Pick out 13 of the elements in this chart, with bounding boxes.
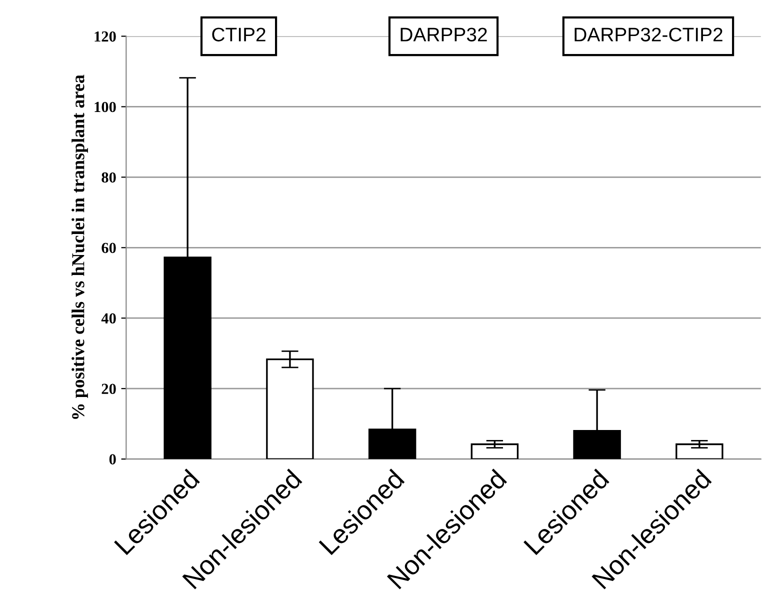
annotation: DARPP32 xyxy=(400,28,487,42)
y-axis-title: % positive cells vs hNuclei in transplant area xyxy=(72,74,88,419)
y-tick-label: 40 xyxy=(101,313,116,324)
y-tick-label: 60 xyxy=(102,242,116,254)
y-tick-label: 0 xyxy=(109,454,116,464)
y-tick-label: 80 xyxy=(102,172,116,183)
y-tick-label: 100 xyxy=(94,102,116,112)
annotation: CTIP2 xyxy=(212,28,266,42)
annotation: DARPP32-CTIP2 xyxy=(574,28,722,42)
bar xyxy=(470,443,519,460)
y-tick-label: 20 xyxy=(102,384,116,394)
bar xyxy=(676,443,724,460)
y-tick-label: 120 xyxy=(94,31,116,42)
